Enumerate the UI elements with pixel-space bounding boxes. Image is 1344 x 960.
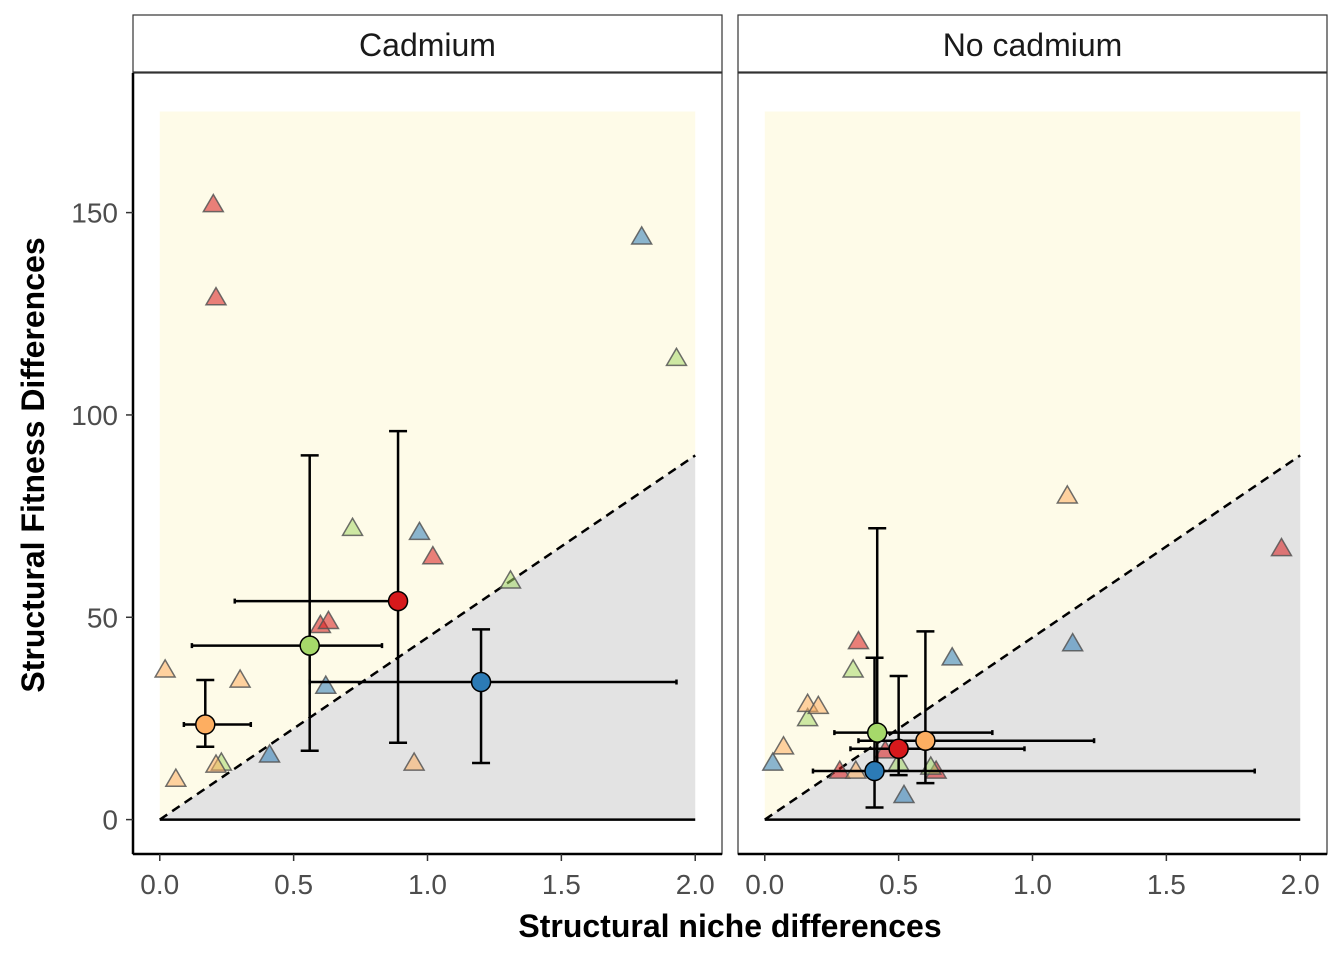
x-tick-label: 0.5 bbox=[274, 869, 313, 900]
triangle-point bbox=[317, 609, 340, 630]
x-axis-title: Structural niche differences bbox=[518, 908, 941, 944]
x-tick-label: 1.0 bbox=[1013, 869, 1052, 900]
y-tick-label: 100 bbox=[71, 400, 118, 431]
x-tick-label: 1.5 bbox=[542, 869, 581, 900]
strip-label-cadmium: Cadmium bbox=[359, 27, 496, 63]
triangle-point bbox=[314, 674, 338, 694]
triangle-point bbox=[421, 545, 445, 565]
y-tick-label: 50 bbox=[87, 602, 118, 633]
mean-point bbox=[888, 738, 909, 760]
x-tick-label: 1.5 bbox=[1147, 869, 1186, 900]
plot-area-cadmium bbox=[131, 72, 723, 856]
triangle-point bbox=[202, 193, 225, 213]
x-tick-label: 2.0 bbox=[1281, 869, 1320, 900]
triangle-point bbox=[341, 516, 364, 537]
mean-point bbox=[866, 722, 888, 743]
plot-area-no-cadmium bbox=[737, 72, 1328, 856]
boundary-line bbox=[764, 454, 1301, 821]
x-axis-no-cadmium: 0.0 0.5 1.0 1.5 2.0 bbox=[745, 854, 1320, 900]
x-axis-cadmium: 0.0 0.5 1.0 1.5 2.0 bbox=[140, 854, 715, 900]
triangle-point bbox=[807, 694, 830, 715]
triangle-point bbox=[665, 346, 688, 367]
mean-point bbox=[915, 730, 936, 751]
triangle-point bbox=[1270, 537, 1293, 557]
triangle-point bbox=[164, 767, 188, 788]
panel-no-cadmium: No cadmium bbox=[737, 14, 1328, 856]
strip-label-no-cadmium: No cadmium bbox=[943, 27, 1123, 63]
mean-point bbox=[470, 671, 492, 693]
y-tick-label: 150 bbox=[71, 198, 118, 229]
y-axis-title: Structural Fitness Differences bbox=[15, 237, 51, 692]
mean-point bbox=[299, 635, 320, 656]
triangle-point bbox=[772, 735, 795, 755]
boundary-line bbox=[159, 454, 696, 821]
mean-point bbox=[387, 590, 409, 612]
triangle-point bbox=[153, 658, 177, 678]
triangle-point bbox=[204, 286, 228, 306]
mean-point bbox=[864, 760, 885, 782]
x-tick-label: 2.0 bbox=[676, 869, 715, 900]
triangle-point bbox=[847, 630, 870, 650]
coexistence-region bbox=[764, 111, 1301, 820]
triangle-point bbox=[940, 646, 964, 666]
triangle-point bbox=[892, 783, 916, 804]
triangle-point bbox=[796, 706, 819, 727]
triangle-point bbox=[1061, 632, 1084, 652]
y-tick-label: 0 bbox=[102, 805, 118, 836]
triangle-point bbox=[258, 743, 281, 763]
triangle-point bbox=[844, 759, 868, 779]
triangle-point bbox=[204, 753, 228, 773]
triangle-point bbox=[499, 569, 522, 589]
triangle-point bbox=[841, 658, 865, 678]
coexistence-region bbox=[159, 111, 696, 820]
triangle-point bbox=[228, 668, 252, 688]
x-tick-label: 0.5 bbox=[879, 869, 918, 900]
triangle-point bbox=[761, 751, 785, 771]
y-axis: 0 50 100 150 bbox=[71, 198, 133, 836]
x-tick-label: 0.0 bbox=[745, 869, 784, 900]
strip-box-cadmium bbox=[132, 14, 723, 73]
triangle-point bbox=[1056, 484, 1079, 504]
mean-point bbox=[195, 714, 216, 735]
triangle-point bbox=[828, 759, 852, 779]
triangle-point bbox=[408, 520, 431, 541]
strip-box-no-cadmium bbox=[737, 14, 1328, 73]
triangle-point bbox=[402, 751, 426, 771]
triangle-point bbox=[630, 225, 653, 245]
x-tick-label: 0.0 bbox=[140, 869, 179, 900]
panel-cadmium: Cadmium bbox=[131, 14, 723, 856]
x-tick-label: 1.0 bbox=[408, 869, 447, 900]
